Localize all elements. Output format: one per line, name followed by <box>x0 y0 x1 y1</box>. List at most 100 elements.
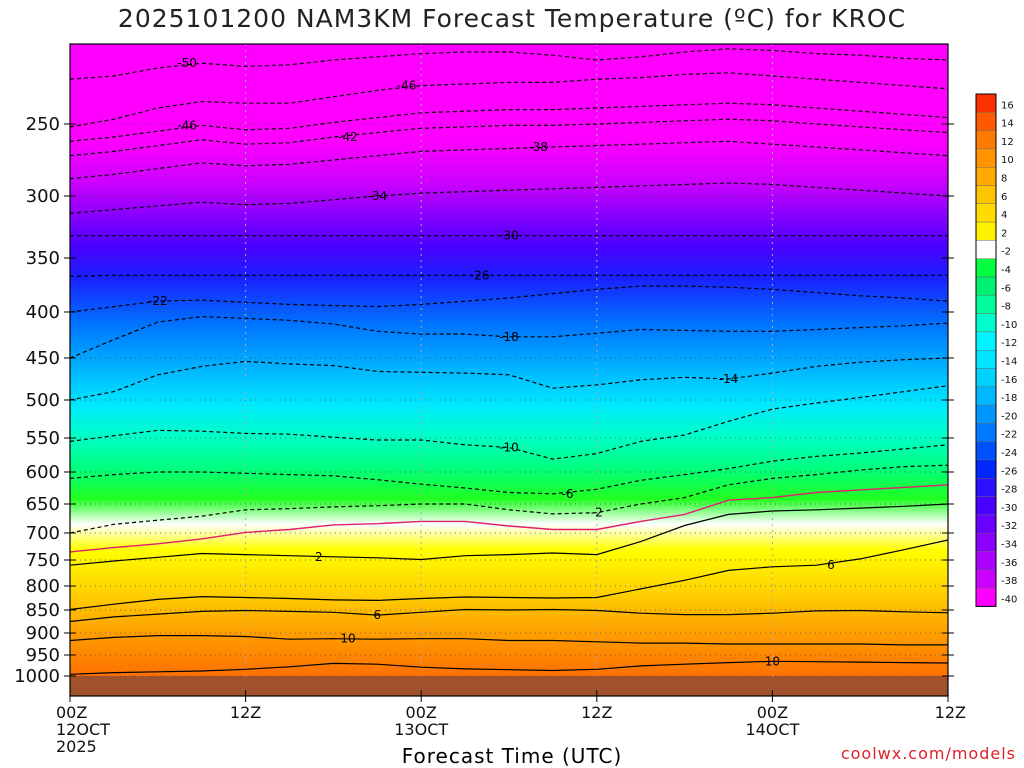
colorbar-label: -26 <box>1001 466 1017 477</box>
isotherm-line <box>70 357 948 401</box>
colorbar-label: 4 <box>1001 210 1007 221</box>
colorbar-cell <box>975 258 997 278</box>
colorbar-cell <box>975 404 997 424</box>
isotherm-line <box>70 635 948 646</box>
colorbar-cell <box>975 587 997 607</box>
x-tick-label: 12OCT <box>56 720 110 739</box>
colorbar-cell <box>975 295 997 314</box>
isotherm-line <box>70 503 948 566</box>
isotherm-label: -46 <box>177 118 197 132</box>
isotherm-line <box>70 48 948 80</box>
colorbar-cell <box>975 221 997 241</box>
y-axis: 2503003504004505005506006507007508008509… <box>14 114 954 687</box>
colorbar-label: -28 <box>1001 485 1017 496</box>
y-tick-label: 700 <box>26 523 60 544</box>
y-tick-label: 250 <box>26 114 60 135</box>
colorbar-label: -12 <box>1001 338 1017 349</box>
colorbar-label: -6 <box>1001 283 1011 294</box>
isotherm-label: -26 <box>470 268 490 282</box>
colorbar-cell <box>975 441 997 461</box>
colorbar-label: -32 <box>1001 521 1017 532</box>
colorbar-cell <box>975 569 997 589</box>
colorbar-label: -2 <box>1001 247 1011 258</box>
colorbar-label: 10 <box>1001 155 1014 166</box>
x-axis-title: Forecast Time (UTC) <box>401 744 623 768</box>
colorbar-cell <box>975 331 997 351</box>
y-tick-label: 800 <box>26 576 60 597</box>
colorbar-cell <box>975 496 997 516</box>
y-tick-label: 950 <box>26 645 60 666</box>
colorbar-label: -4 <box>1001 265 1011 276</box>
isotherm-line <box>70 274 948 277</box>
colorbar-label: -24 <box>1001 448 1017 459</box>
y-tick-label: 750 <box>26 550 60 571</box>
isotherm-label: -46 <box>397 79 417 93</box>
isotherm-label: -22 <box>148 294 168 308</box>
isotherm-label: 10 <box>765 654 780 668</box>
colorbar-label: -16 <box>1001 375 1017 386</box>
y-tick-label: 650 <box>26 494 60 515</box>
colorbar-label: -38 <box>1001 576 1017 587</box>
y-tick-label: 1000 <box>14 666 60 687</box>
colorbar-label: -40 <box>1001 594 1017 605</box>
ground-band <box>70 676 948 696</box>
isotherm-label: -2 <box>591 506 603 520</box>
colorbar-cell <box>975 551 997 570</box>
isotherm-line <box>70 385 948 460</box>
isotherm-line <box>70 444 948 495</box>
colorbar-label: 14 <box>1001 119 1014 130</box>
isotherm-label: -10 <box>499 441 519 455</box>
colorbar-cell <box>975 313 997 333</box>
colorbar-label: -14 <box>1001 357 1017 368</box>
y-tick-label: 350 <box>26 248 60 269</box>
colorbar-cell <box>975 148 997 168</box>
chart-title: 2025101200 NAM3KM Forecast Temperature (… <box>117 4 907 33</box>
isotherm-layer: -50-46-46-42-38-34-30-26-22-18-14-10-6-2… <box>70 48 948 675</box>
x-tick-label: 00Z <box>757 703 788 722</box>
colorbar: 16 14 12 10 8 6 4 2 -2 -4 -6 -8 -10 -12 -14 -16 -18 -20 -2… <box>975 93 1017 607</box>
y-tick-label: 400 <box>26 302 60 323</box>
y-tick-label: 450 <box>26 348 60 369</box>
isotherm-line <box>70 539 948 611</box>
colorbar-cell <box>975 276 997 296</box>
x-tick-label: 12Z <box>230 703 261 722</box>
isotherm-line <box>70 464 948 534</box>
colorbar-label: -30 <box>1001 503 1017 514</box>
x-tick-label: 2025 <box>56 737 97 756</box>
colorbar-cell <box>975 514 997 534</box>
colorbar-label: 6 <box>1001 192 1007 203</box>
colorbar-label: -36 <box>1001 558 1017 569</box>
colorbar-cell <box>975 350 997 369</box>
isotherm-line <box>70 140 948 180</box>
colorbar-label: -10 <box>1001 320 1017 331</box>
colorbar-cell <box>975 93 997 113</box>
y-tick-label: 500 <box>26 390 60 411</box>
isotherm-label: -38 <box>528 140 548 154</box>
isotherm-label: -14 <box>719 372 739 386</box>
isotherm-label: -30 <box>499 229 519 243</box>
y-tick-label: 850 <box>26 600 60 621</box>
x-tick-label: 00Z <box>56 703 87 722</box>
colorbar-cell <box>975 203 997 223</box>
plot-frame <box>69 43 949 697</box>
y-tick-label: 900 <box>26 623 60 644</box>
colorbar-label: -18 <box>1001 393 1017 404</box>
colorbar-cell <box>975 478 997 497</box>
credit-link[interactable]: coolwx.com/models <box>840 744 1016 763</box>
colorbar-cell <box>975 368 997 387</box>
colorbar-label: 8 <box>1001 174 1007 185</box>
colorbar-label: -8 <box>1001 302 1011 313</box>
isotherm-label: 10 <box>340 632 355 646</box>
isotherm-label: -6 <box>562 487 574 501</box>
isotherm-line <box>70 118 948 157</box>
x-tick-label: 12Z <box>935 703 966 722</box>
colorbar-label: -20 <box>1001 411 1017 422</box>
colorbar-cell <box>975 533 997 552</box>
colorbar-cell <box>975 112 997 131</box>
isotherm-label: -42 <box>338 130 358 144</box>
isotherm-label: 6 <box>827 558 835 572</box>
x-tick-label: 13OCT <box>394 720 448 739</box>
x-tick-label: 14OCT <box>745 720 799 739</box>
temperature-field <box>70 44 948 676</box>
